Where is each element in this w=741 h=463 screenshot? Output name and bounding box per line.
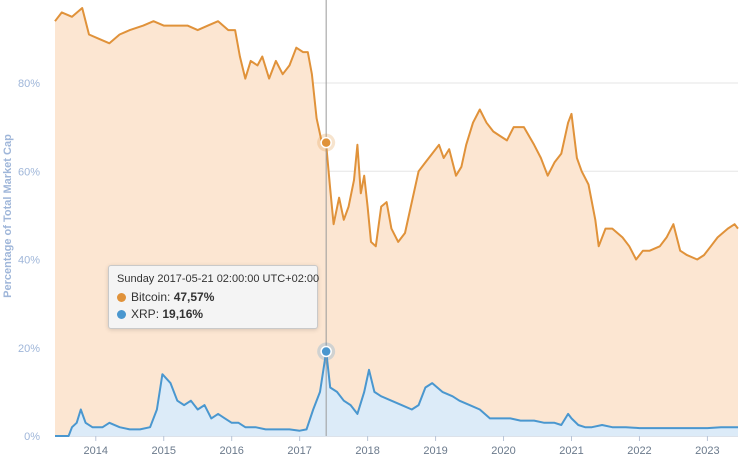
tooltip: Sunday 2017-05-21 02:00:00 UTC+02:00 Bit… xyxy=(108,265,320,329)
hover-markers xyxy=(317,133,336,361)
y-tick-label: 60% xyxy=(18,166,40,178)
x-tick-label: 2018 xyxy=(355,445,379,457)
y-tick-label: 0% xyxy=(24,431,40,443)
x-axis-ticks: 2014 2015 2016 2017 2018 2019 2020 2021 2022 2023 xyxy=(84,436,720,457)
x-tick-label: 2020 xyxy=(491,445,515,457)
x-tick-label: 2016 xyxy=(219,445,243,457)
xrp-marker xyxy=(320,345,332,358)
series-areas xyxy=(55,8,738,436)
x-tick-label: 2023 xyxy=(695,445,719,457)
bitcoin-line xyxy=(54,7,739,261)
tooltip-value: 47,57% xyxy=(173,290,215,304)
xrp-legend-dot xyxy=(117,310,126,319)
x-tick-label: 2019 xyxy=(423,445,447,457)
bitcoin-legend-dot xyxy=(117,293,126,302)
bitcoin-marker xyxy=(320,136,332,149)
x-tick-label: 2014 xyxy=(84,445,108,457)
x-tick-label: 2015 xyxy=(151,445,175,457)
tooltip-date: Sunday 2017-05-21 02:00:00 UTC+02:00 xyxy=(117,273,320,285)
y-axis-label: Percentage of Total Market Cap xyxy=(2,134,14,298)
bitcoin-area xyxy=(55,8,738,436)
tooltip-series-name: Bitcoin xyxy=(131,290,168,304)
y-tick-label: 40% xyxy=(18,255,40,267)
x-tick-label: 2022 xyxy=(627,445,651,457)
series-lines xyxy=(54,7,739,437)
y-tick-label: 20% xyxy=(18,343,40,355)
tooltip-value: 19,16% xyxy=(162,307,204,321)
xrp-area xyxy=(55,351,738,436)
xrp-line xyxy=(55,350,738,437)
tooltip-row-xrp: XRP: 19,16% xyxy=(117,306,309,323)
x-tick-label: 2017 xyxy=(287,445,311,457)
tooltip-series-name: XRP xyxy=(131,307,156,321)
y-tick-label: 80% xyxy=(18,78,40,90)
x-tick-label: 2021 xyxy=(559,445,583,457)
y-axis-ticks: 0% 20% 40% 60% 80% xyxy=(18,78,40,443)
tooltip-row-bitcoin: Bitcoin: 47,57% xyxy=(117,289,309,306)
